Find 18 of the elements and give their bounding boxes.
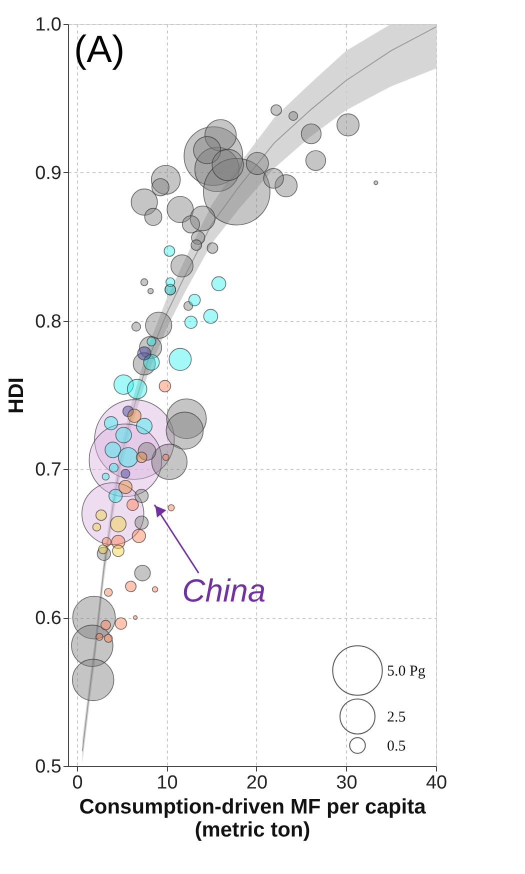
x-tick-label: 30 <box>336 772 358 794</box>
legend-label: 5.0 Pg <box>387 664 426 680</box>
x-axis-title: Consumption-driven MF per capita (metric ton) <box>79 796 426 842</box>
y-tick-label: 0.9 <box>35 162 62 184</box>
x-tick-label: 10 <box>156 772 178 794</box>
y-tick-label: 0.7 <box>35 460 62 481</box>
annotation: (A) <box>74 29 125 71</box>
legend-label: 0.5 <box>387 738 406 754</box>
x-tick-label: 0 <box>72 772 83 794</box>
x-tick-label: 40 <box>426 772 448 794</box>
legend-label: 2.5 <box>387 710 406 726</box>
y-tick-label: 1.0 <box>35 14 62 36</box>
y-tick-label: 0.6 <box>35 608 62 630</box>
x-tick-label: 20 <box>246 772 268 794</box>
y-axis-title: HDI <box>5 377 28 414</box>
y-tick-label: 0.8 <box>35 311 62 332</box>
annotation: China <box>182 572 266 609</box>
y-tick-label: 0.5 <box>35 756 62 778</box>
